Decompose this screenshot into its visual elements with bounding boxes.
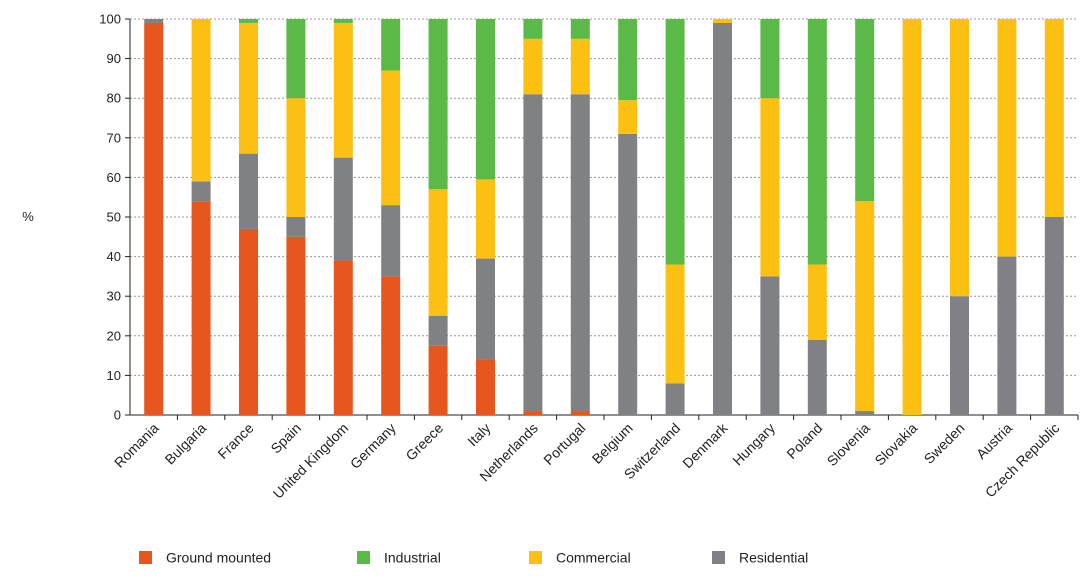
x-category-label: Hungary [729, 420, 778, 469]
y-tick-label: 10 [107, 368, 121, 383]
bar-segment [713, 22, 732, 416]
bar-segment [950, 19, 969, 297]
bar-segment [239, 22, 258, 154]
bar-segment [618, 133, 638, 415]
bar-segment [665, 383, 685, 415]
bar-segment [807, 339, 827, 415]
x-category-label: France [214, 420, 256, 462]
legend-label: Industrial [384, 550, 441, 566]
bar-segment [807, 264, 827, 340]
y-tick-label: 0 [114, 408, 121, 423]
bar-segment [476, 19, 495, 180]
x-category-label: Spain [267, 420, 304, 457]
y-tick-label: 30 [107, 289, 121, 304]
bar-segment [570, 19, 590, 39]
y-tick-label: 80 [107, 91, 121, 106]
bar-segment [997, 19, 1017, 257]
bar-segment [523, 19, 543, 39]
y-tick-label: 90 [107, 51, 121, 66]
bar-segment [286, 19, 306, 99]
bar-segment [191, 201, 211, 415]
bar-segment [760, 19, 780, 99]
bar-segment [286, 217, 306, 237]
bar-segment [476, 359, 495, 415]
x-category-label: Greece [402, 420, 446, 464]
bar-segment [333, 22, 353, 158]
legend-swatch [712, 551, 725, 564]
bar-segment [428, 345, 448, 415]
bar-segment [618, 19, 638, 101]
x-category-label: Austria [973, 420, 1015, 462]
bar-segment [997, 256, 1017, 415]
x-category-label: Slovenia [824, 420, 873, 469]
x-category-label: Portugal [540, 420, 588, 468]
y-tick-label: 40 [107, 249, 121, 264]
x-category-label: Germany [347, 420, 399, 472]
x-category-label: Slovakia [871, 420, 920, 469]
bar-segment [333, 157, 353, 261]
legend-label: Ground mounted [166, 550, 271, 566]
bar-segment [570, 38, 590, 95]
bar-segment [665, 19, 685, 265]
bar-segment [855, 411, 875, 415]
legend-label: Commercial [556, 550, 631, 566]
bar-segment [523, 38, 543, 95]
y-tick-label: 60 [107, 170, 121, 185]
bar-segment [950, 296, 969, 415]
y-tick-label: 70 [107, 130, 121, 145]
bar-segment [428, 189, 448, 316]
bar-segment [523, 411, 543, 415]
bar-segment [855, 19, 875, 202]
bar-segment [191, 181, 211, 202]
bar-segment [665, 264, 685, 384]
y-axis-label: % [22, 209, 34, 224]
bar-segment [807, 19, 827, 265]
bar-segment [333, 19, 353, 23]
x-category-label: Belgium [589, 420, 636, 467]
x-category-label: Romania [111, 420, 162, 471]
bar-segment [144, 19, 164, 23]
bar-segment [1044, 19, 1064, 217]
x-category-label: Bulgaria [162, 420, 210, 468]
legend-label: Residential [739, 550, 808, 566]
bar-segment [570, 94, 590, 412]
bar-segment [239, 19, 258, 23]
bar-segment [476, 179, 495, 259]
legend-swatch [139, 551, 152, 564]
legend-swatch [529, 551, 542, 564]
x-category-label: Sweden [921, 420, 968, 467]
bar-segment [760, 276, 780, 415]
bar-segment [476, 258, 495, 360]
bar-segment [618, 100, 638, 134]
bar-segment [381, 205, 401, 277]
x-category-label: Poland [783, 420, 825, 462]
bar-segment [760, 98, 780, 277]
legend-swatch [357, 551, 370, 564]
bar-segment [191, 19, 211, 182]
y-tick-label: 100 [99, 12, 121, 27]
bar-segment [381, 70, 401, 206]
bar-segment [1044, 217, 1064, 415]
y-tick-label: 20 [107, 328, 121, 343]
x-category-label: Denmark [679, 419, 731, 471]
y-tick-label: 50 [107, 210, 121, 225]
bar-segment [286, 98, 306, 217]
bar-segment [144, 22, 164, 416]
x-category-label: Italy [464, 420, 493, 449]
bar-segment [570, 411, 590, 415]
bar-segment [428, 316, 448, 346]
bar-segment [902, 19, 922, 415]
bar-segment [381, 276, 401, 415]
bar-segment [239, 228, 258, 415]
bar-segment [381, 19, 401, 71]
bar-segment [428, 19, 448, 190]
bar-segment [523, 94, 543, 412]
bar-segment [333, 260, 353, 415]
bar-segment [713, 19, 732, 23]
bar-segment [239, 153, 258, 229]
bar-segment [855, 201, 875, 412]
bar-segment [286, 236, 306, 415]
